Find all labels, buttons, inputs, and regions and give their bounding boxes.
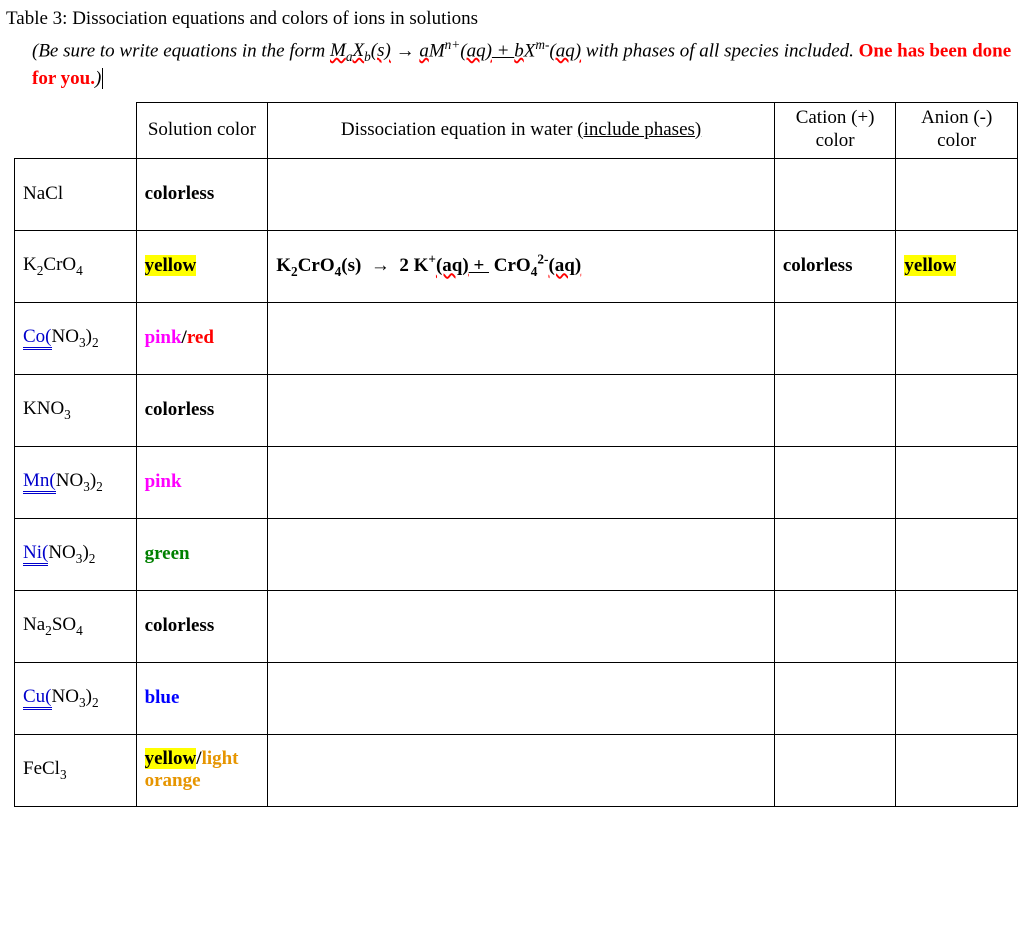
instr-arrow: → xyxy=(391,40,420,61)
table-header-row: Solution color Dissociation equation in … xyxy=(15,102,1018,158)
cell-cation-color[interactable] xyxy=(774,446,896,518)
header-anion-top: Anion (-) xyxy=(921,107,992,128)
table-row: Ni(NO3)2 green xyxy=(15,518,1018,590)
header-cation-bot: color xyxy=(816,130,855,151)
header-equation-text: Dissociation equation in water xyxy=(341,119,577,140)
cell-anion-color[interactable] xyxy=(896,302,1018,374)
cell-equation[interactable] xyxy=(268,302,775,374)
cell-anion-color[interactable] xyxy=(896,374,1018,446)
cell-solution-color: pink/red xyxy=(136,302,268,374)
cell-equation[interactable] xyxy=(268,662,775,734)
instr-aq2: (aq) xyxy=(549,40,581,61)
instr-form-left: MaXb(s) xyxy=(330,40,391,61)
cell-formula: K2CrO4 xyxy=(15,230,137,302)
instr-mminus: m- xyxy=(535,37,549,52)
cell-solution-color: yellow xyxy=(136,230,268,302)
cell-equation[interactable] xyxy=(268,446,775,518)
table-row: K2CrO4 yellow K2CrO4(s) → 2 K+(aq) + CrO… xyxy=(15,230,1018,302)
instr-a: a xyxy=(419,40,429,61)
instr-nplus: n+ xyxy=(445,37,461,52)
cell-solution-color: colorless xyxy=(136,158,268,230)
instr-close: ) xyxy=(95,68,101,89)
cell-cation-color[interactable] xyxy=(774,590,896,662)
header-anion: Anion (-) color xyxy=(896,102,1018,158)
instr-M: M xyxy=(429,40,445,61)
cell-formula: Cu(NO3)2 xyxy=(15,662,137,734)
cell-anion-color[interactable] xyxy=(896,734,1018,806)
cell-formula: Co(NO3)2 xyxy=(15,302,137,374)
cell-solution-color: blue xyxy=(136,662,268,734)
cell-anion-color[interactable] xyxy=(896,518,1018,590)
cell-equation[interactable] xyxy=(268,158,775,230)
instr-aq1: (aq) xyxy=(460,40,492,61)
cell-cation-color[interactable] xyxy=(774,302,896,374)
instr-lead: (Be sure to write equations in the form xyxy=(32,40,330,61)
header-anion-bot: color xyxy=(937,130,976,151)
cell-equation[interactable] xyxy=(268,734,775,806)
instr-plus: + xyxy=(492,40,514,61)
instr-b: b xyxy=(514,40,524,61)
header-equation-paren: (include phases) xyxy=(577,119,701,140)
cell-formula: KNO3 xyxy=(15,374,137,446)
cell-cation-color[interactable] xyxy=(774,734,896,806)
cell-formula: Mn(NO3)2 xyxy=(15,446,137,518)
cell-anion-color[interactable] xyxy=(896,158,1018,230)
cell-cation-color[interactable] xyxy=(774,662,896,734)
header-cation: Cation (+) color xyxy=(774,102,896,158)
cell-cation-color[interactable] xyxy=(774,158,896,230)
cell-anion-color[interactable]: yellow xyxy=(896,230,1018,302)
table-row: NaCl colorless xyxy=(15,158,1018,230)
cell-equation[interactable] xyxy=(268,374,775,446)
table-row: KNO3 colorless xyxy=(15,374,1018,446)
cell-cation-color[interactable]: colorless xyxy=(774,230,896,302)
cell-solution-color: pink xyxy=(136,446,268,518)
header-cation-top: Cation (+) xyxy=(796,107,875,128)
dissociation-table: Solution color Dissociation equation in … xyxy=(14,102,1018,807)
cell-equation[interactable]: K2CrO4(s) → 2 K+(aq) + CrO42-(aq) xyxy=(268,230,775,302)
instr-tail1: with phases of all species included. xyxy=(581,40,859,61)
cell-solution-color: colorless xyxy=(136,590,268,662)
table-body: NaCl colorless K2CrO4 yellow K2CrO4(s) →… xyxy=(15,158,1018,806)
table-row: Na2SO4 colorless xyxy=(15,590,1018,662)
cell-solution-color: yellow/light orange xyxy=(136,734,268,806)
table-row: FeCl3 yellow/light orange xyxy=(15,734,1018,806)
cell-anion-color[interactable] xyxy=(896,590,1018,662)
cell-cation-color[interactable] xyxy=(774,518,896,590)
text-cursor xyxy=(102,68,103,89)
instruction-text: (Be sure to write equations in the form … xyxy=(32,36,1018,92)
cell-formula: Na2SO4 xyxy=(15,590,137,662)
header-equation: Dissociation equation in water (include … xyxy=(268,102,775,158)
cell-solution-color: colorless xyxy=(136,374,268,446)
header-solution-color: Solution color xyxy=(136,102,268,158)
cell-formula: NaCl xyxy=(15,158,137,230)
cell-equation[interactable] xyxy=(268,590,775,662)
cell-anion-color[interactable] xyxy=(896,446,1018,518)
table-row: Cu(NO3)2 blue xyxy=(15,662,1018,734)
cell-formula: FeCl3 xyxy=(15,734,137,806)
cell-solution-color: green xyxy=(136,518,268,590)
instr-X: X xyxy=(524,40,536,61)
cell-formula: Ni(NO3)2 xyxy=(15,518,137,590)
table-row: Mn(NO3)2 pink xyxy=(15,446,1018,518)
cell-equation[interactable] xyxy=(268,518,775,590)
header-blank xyxy=(15,102,137,158)
cell-cation-color[interactable] xyxy=(774,374,896,446)
cell-anion-color[interactable] xyxy=(896,662,1018,734)
table-title: Table 3: Dissociation equations and colo… xyxy=(6,8,1018,30)
table-row: Co(NO3)2 pink/red xyxy=(15,302,1018,374)
